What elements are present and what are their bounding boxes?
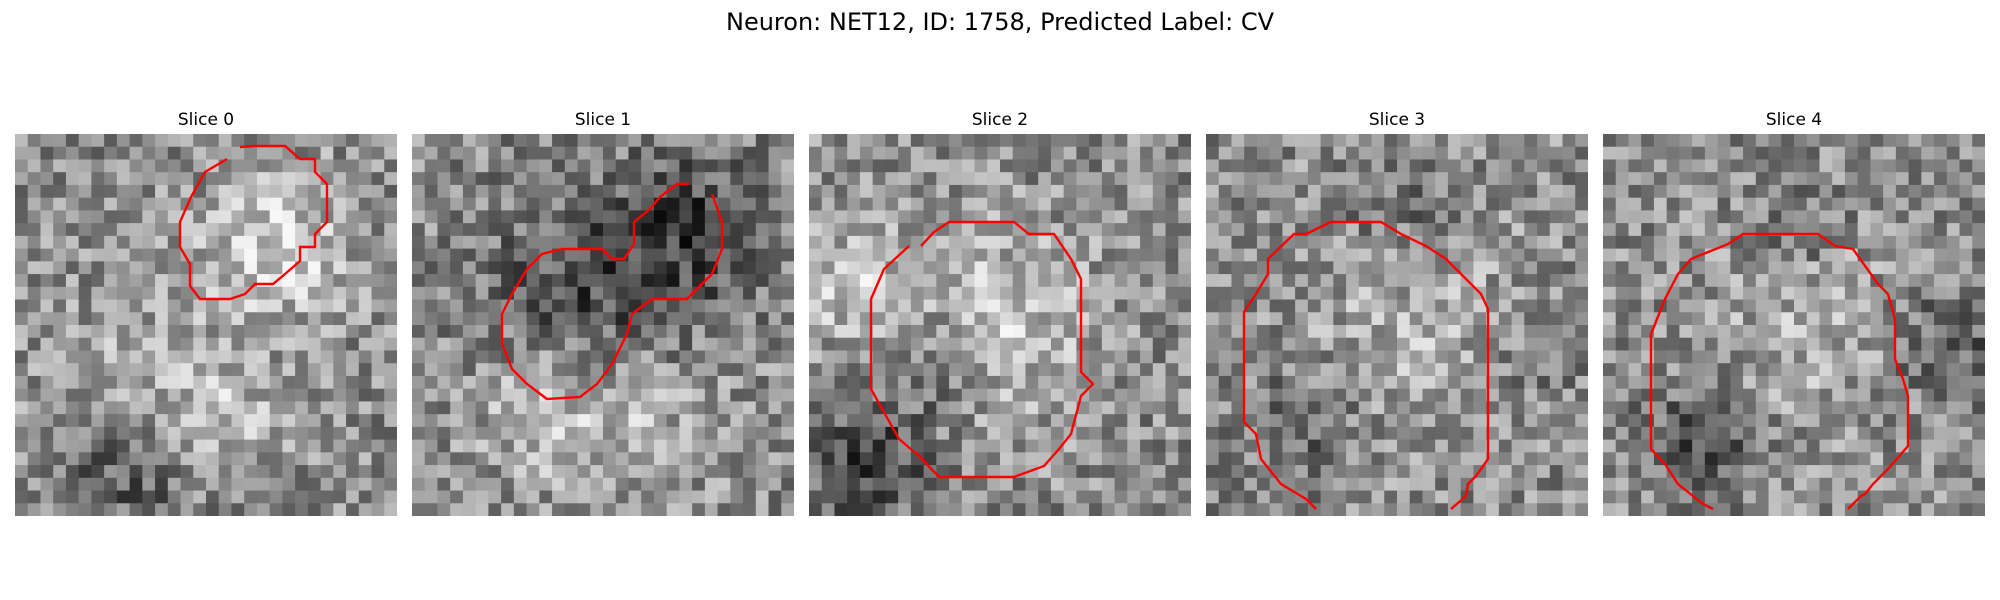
slice-0-contour [178,144,329,301]
slice-3-pixels [1206,134,1588,516]
slice-2-title: Slice 2 [971,110,1029,130]
slice-0-title: Slice 0 [177,110,235,130]
slice-4-title: Slice 4 [1765,110,1823,130]
slice-1-title: Slice 1 [574,110,632,130]
slice-4-contour [1649,232,1910,511]
slice-2-pixels [809,134,1191,516]
slice-1-image [412,134,794,516]
slice-4-pixels [1603,134,1985,516]
slice-0-image [15,134,397,516]
slice-3-image [1206,134,1588,516]
slice-4-image [1603,134,1985,516]
figure-title: Neuron: NET12, ID: 1758, Predicted Label… [726,8,1274,36]
slice-0-pixels [15,134,397,516]
slice-2-contour [869,220,1095,479]
slice-3-contour [1242,220,1490,510]
slice-2-image [809,134,1191,516]
slice-1-pixels [412,134,794,516]
slice-3-title: Slice 3 [1368,110,1426,130]
slice-1-contour [500,182,724,401]
